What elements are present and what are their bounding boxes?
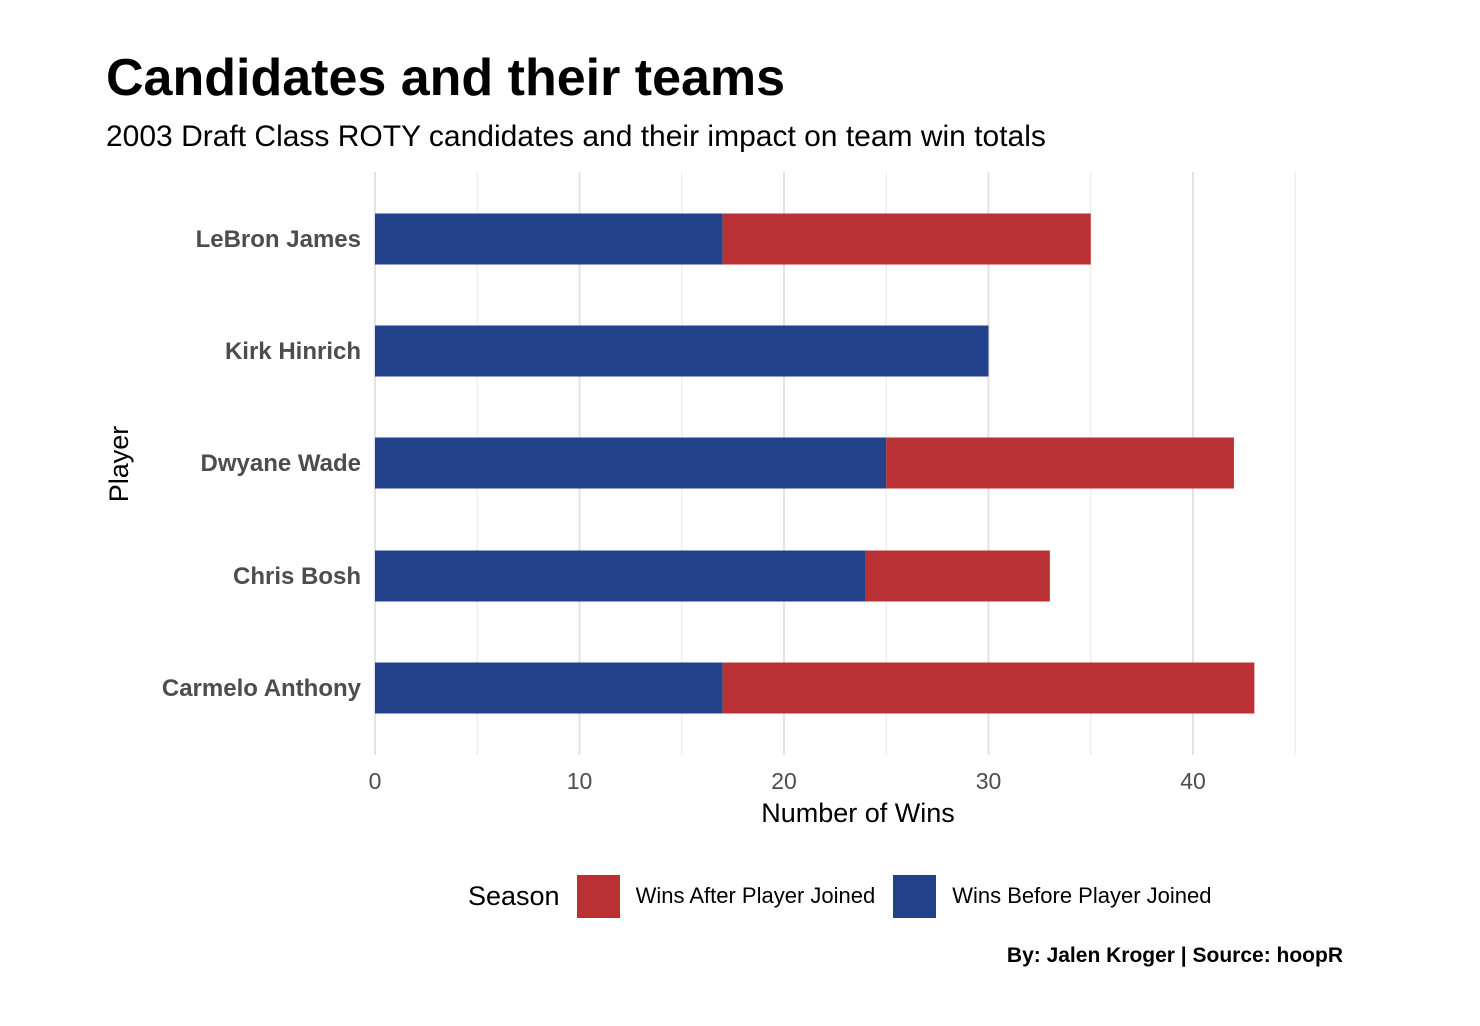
x-tick-label: 30	[976, 768, 1002, 794]
bar-before-kirk-hinrich	[375, 325, 989, 377]
x-tick-label: 0	[369, 768, 382, 794]
x-tick-label: 40	[1180, 768, 1206, 794]
bar-before-carmelo-anthony	[375, 662, 723, 714]
bar-before-dwyane-wade	[375, 437, 887, 489]
legend-key-after	[576, 874, 620, 918]
bar-after-carmelo-anthony	[722, 662, 1255, 714]
bar-after-dwyane-wade	[886, 437, 1234, 489]
y-tick-label: Kirk Hinrich	[225, 338, 361, 365]
bar-before-lebron-james	[375, 213, 723, 265]
legend-label-before: Wins Before Player Joined	[952, 883, 1212, 908]
chart-caption: By: Jalen Kroger | Source: hoopR	[1006, 944, 1343, 967]
bar-after-lebron-james	[722, 213, 1091, 265]
y-tick-label: LeBron James	[196, 226, 361, 253]
legend-label-after: Wins After Player Joined	[635, 883, 876, 908]
legend-key-before	[893, 874, 937, 918]
x-axis-title: Number of Wins	[761, 798, 955, 828]
y-axis-title: Player	[104, 426, 134, 503]
legend: Season Wins After Player Joined Wins Bef…	[468, 874, 1229, 918]
bar-before-chris-bosh	[375, 550, 866, 602]
legend-title: Season	[468, 880, 560, 911]
y-tick-label: Carmelo Anthony	[162, 675, 362, 702]
y-tick-label: Dwyane Wade	[201, 450, 362, 477]
chart-subtitle: 2003 Draft Class ROTY candidates and the…	[106, 120, 1046, 153]
x-tick-label: 10	[567, 768, 593, 794]
chart-title: Candidates and their teams	[106, 49, 786, 107]
y-tick-label: Chris Bosh	[233, 563, 361, 590]
x-tick-label: 20	[771, 768, 797, 794]
bar-after-chris-bosh	[865, 550, 1050, 602]
